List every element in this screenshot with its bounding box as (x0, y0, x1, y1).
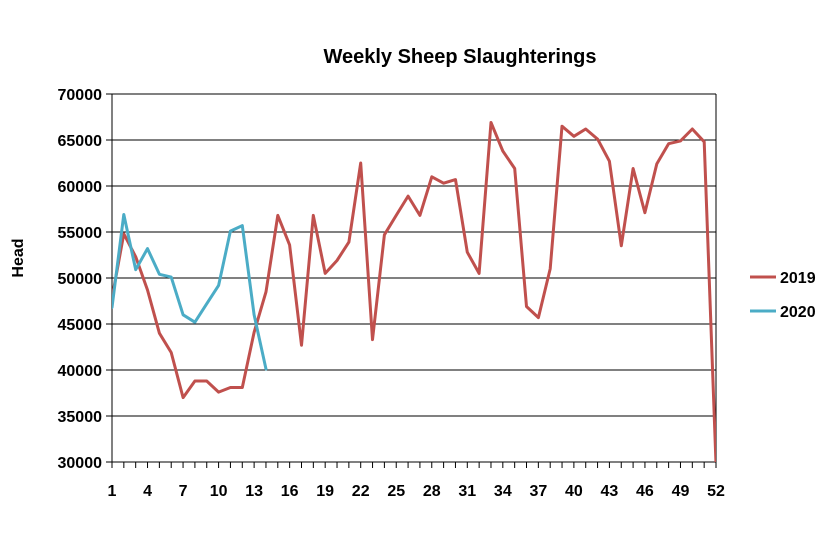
chart-title: Weekly Sheep Slaughterings (323, 46, 596, 68)
legend: 2019 2020 (750, 270, 816, 321)
y-tick-label: 30000 (58, 455, 103, 472)
y-tick-label: 65000 (58, 133, 103, 150)
x-tick-label: 13 (245, 483, 263, 500)
y-axis-label: Head (10, 238, 27, 277)
x-tick-label: 4 (143, 483, 152, 500)
x-tick-label: 22 (352, 483, 370, 500)
x-tick-label: 52 (707, 483, 725, 500)
y-tick-label: 55000 (58, 225, 103, 242)
y-tick-label: 35000 (58, 409, 103, 426)
x-tick-label: 46 (636, 483, 654, 500)
series-line-2019 (112, 121, 716, 462)
x-tick-label: 34 (494, 483, 512, 500)
axes: 30000 35000 40000 45000 50000 55000 60000 65000… (58, 87, 726, 500)
x-tick-label: 19 (316, 483, 334, 500)
legend-label-2019: 2019 (780, 270, 816, 287)
x-tick-label: 49 (672, 483, 690, 500)
y-tick-label: 45000 (58, 317, 103, 334)
x-tick-label: 31 (458, 483, 476, 500)
y-tick-label: 40000 (58, 363, 103, 380)
legend-label-2020: 2020 (780, 304, 816, 321)
x-tick-label: 43 (601, 483, 619, 500)
x-tick-label: 25 (387, 483, 405, 500)
x-tick-label: 1 (108, 483, 117, 500)
x-tick-label: 37 (529, 483, 547, 500)
x-tick-label: 16 (281, 483, 299, 500)
x-tick-label: 40 (565, 483, 583, 500)
x-tick-label: 28 (423, 483, 441, 500)
x-tick-label: 7 (179, 483, 188, 500)
series-line-2020 (112, 213, 268, 371)
y-tick-label: 70000 (58, 87, 103, 104)
x-tick-label: 10 (210, 483, 228, 500)
series-lines (112, 121, 716, 462)
y-tick-label: 60000 (58, 179, 103, 196)
y-tick-label: 50000 (58, 271, 103, 288)
